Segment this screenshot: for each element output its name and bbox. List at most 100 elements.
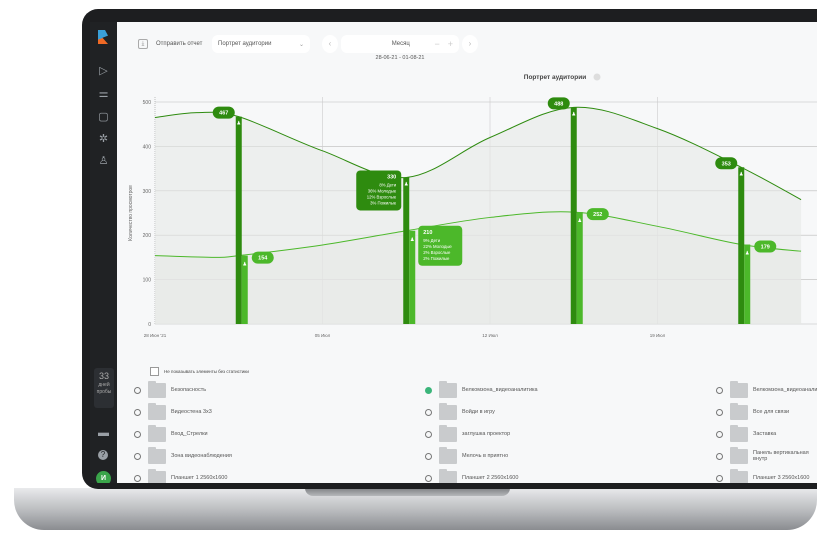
list-item-label: Планшет 3 2560x1600 [753, 475, 810, 481]
screen: ▷ ⚌ ▢ ✲ ♙ 33 дней пробы ▬ ? И ⤓ Отправить … [90, 22, 817, 483]
value-label-text: 488 [554, 101, 563, 107]
hide-empty-label: Не показывать элементы без статистики [164, 369, 249, 374]
report-select[interactable]: Портрет аудитории ⌄ [212, 35, 310, 53]
tooltip-line: 36% Молодые [368, 188, 397, 193]
help-icon[interactable]: ? [98, 450, 108, 460]
document-icon[interactable]: ▢ [98, 111, 109, 123]
list-item[interactable]: Планшет 2 2560x1600 [425, 468, 519, 483]
zoom-out-button[interactable]: − [434, 39, 440, 49]
radio-button[interactable] [425, 386, 432, 394]
bar-top-series [235, 116, 242, 324]
period-value: Месяц [391, 41, 410, 47]
next-period-button[interactable]: › [462, 35, 478, 53]
folder-icon [439, 402, 457, 420]
checkbox[interactable] [150, 367, 159, 376]
list-item[interactable]: Безопасность [134, 380, 206, 398]
folder-icon [730, 446, 748, 464]
radio-button[interactable] [425, 452, 432, 460]
bar-top-series [570, 107, 577, 324]
radio-button[interactable] [425, 408, 432, 416]
list-item[interactable]: Зона видеонаблюдения [134, 446, 232, 464]
list-item-label: Велкомзона_видеоаналитика [462, 387, 538, 393]
x-tick-label: 05 Июл [315, 333, 331, 338]
list-item-label: Зона видеонаблюдения [171, 453, 232, 459]
list-item[interactable]: Велкомзона_видеоаналитика [425, 380, 538, 398]
y-tick-label: 200 [143, 233, 152, 239]
list-item[interactable]: Велкомзона_видеоаналитика [716, 380, 817, 398]
radio-button[interactable] [716, 474, 723, 482]
value-label-text: 467 [219, 111, 228, 117]
list-item[interactable]: Вход_Стрелки [134, 424, 208, 442]
zoom-in-button[interactable]: + [447, 39, 453, 49]
play-icon[interactable]: ▷ [99, 65, 108, 77]
x-tick-label: 19 Июл [650, 333, 666, 338]
user-icon[interactable]: ♙ [98, 155, 109, 167]
folder-icon [439, 468, 457, 483]
radio-button[interactable] [425, 430, 432, 438]
list-item[interactable]: заглушка проектор [425, 424, 510, 442]
trial-label: пробы [96, 389, 112, 395]
laptop-notch [305, 488, 510, 496]
folder-icon [148, 446, 166, 464]
tooltip-line: 2% Пожилые [423, 256, 450, 261]
hide-empty-checkbox[interactable]: Не показывать элементы без статистики [150, 367, 249, 376]
list-item[interactable]: Планшет 1 2560x1600 [134, 468, 227, 483]
tooltip-line: 8% Дети [379, 182, 397, 187]
folder-icon [730, 424, 748, 442]
list-item[interactable]: Мелочь в приятно [425, 446, 508, 464]
radio-button[interactable] [425, 474, 432, 482]
audience-chart: Портрет аудитории 0 100 200 300 400 500 28 Июн … [128, 73, 817, 338]
radio-button[interactable] [716, 430, 723, 438]
list-item-label: Планшет 2 2560x1600 [462, 475, 519, 481]
list-item-label: Войди в игру [462, 409, 495, 415]
list-item[interactable]: Видеостена 3x3 [134, 402, 212, 420]
y-tick-label: 500 [143, 100, 152, 106]
person-icon: ♟ [578, 218, 582, 224]
chart-title: Портрет аудитории [524, 74, 586, 81]
list-item-label: Заставка [753, 431, 777, 437]
list-item[interactable]: Все для связи [716, 402, 789, 420]
radio-button[interactable] [716, 408, 723, 416]
radio-button[interactable] [134, 386, 141, 394]
list-item-label: Панель вертикальная внутр [753, 450, 809, 462]
send-report-button[interactable]: ⤓ Отправить отчет [138, 35, 206, 53]
download-icon: ⤓ [138, 39, 148, 49]
radio-button[interactable] [134, 408, 141, 416]
filter-icon[interactable]: ⚌ [98, 88, 109, 100]
value-label [754, 240, 777, 253]
list-item[interactable]: Заставка [716, 424, 777, 442]
list-item[interactable]: Войди в игру [425, 402, 495, 420]
person-icon: ♟ [243, 262, 247, 268]
value-label-text: 179 [761, 245, 770, 251]
value-label [251, 251, 274, 264]
bar-top-series [738, 167, 745, 324]
folder-icon [730, 468, 748, 483]
monitor-icon[interactable]: ▬ [98, 427, 109, 439]
value-label-text: 252 [593, 212, 602, 218]
list-item-label: Вход_Стрелки [171, 431, 208, 437]
folder-icon [148, 380, 166, 398]
y-tick-label: 100 [143, 278, 152, 284]
list-item-label: Видеостена 3x3 [171, 409, 212, 415]
list-item[interactable]: Панель вертикальная внутр [716, 446, 817, 464]
loader-icon[interactable]: ✲ [98, 133, 109, 145]
folder-icon [148, 424, 166, 442]
folder-icon [730, 402, 748, 420]
list-item[interactable]: Планшет 3 2560x1600 [716, 468, 810, 483]
trial-badge[interactable]: 33 дней пробы [94, 368, 114, 408]
radio-button[interactable] [134, 452, 141, 460]
date-range: 28-06-21 - 01-08-21 [375, 55, 425, 61]
tooltip-line: 2% Взрослые [423, 250, 451, 255]
radio-button[interactable] [716, 386, 723, 394]
prev-period-button[interactable]: ‹ [322, 35, 338, 53]
avatar[interactable]: И [96, 471, 111, 483]
person-icon: ♟ [404, 181, 408, 187]
logo [98, 30, 108, 44]
radio-button[interactable] [134, 430, 141, 438]
x-tick-label: 28 Июн '21 [144, 333, 167, 338]
radio-button[interactable] [716, 452, 723, 460]
radio-button[interactable] [134, 474, 141, 482]
trial-label: дней [98, 382, 110, 388]
